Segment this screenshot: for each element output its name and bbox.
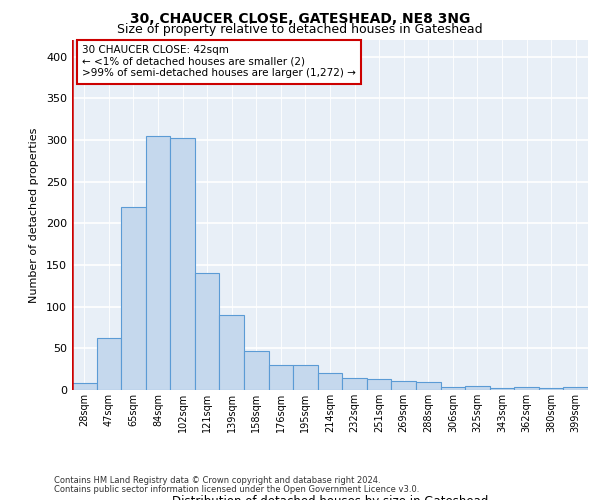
Bar	[146, 136, 170, 390]
Bar	[539, 388, 563, 390]
Bar	[170, 138, 195, 390]
Bar	[514, 386, 539, 390]
Bar	[440, 386, 465, 390]
Bar	[490, 388, 514, 390]
Bar	[244, 351, 269, 390]
Bar	[342, 378, 367, 390]
Bar	[293, 365, 318, 390]
Bar	[318, 374, 342, 390]
Bar	[269, 365, 293, 390]
Bar	[563, 386, 588, 390]
Bar	[367, 379, 391, 390]
Text: 30, CHAUCER CLOSE, GATESHEAD, NE8 3NG: 30, CHAUCER CLOSE, GATESHEAD, NE8 3NG	[130, 12, 470, 26]
Bar	[72, 384, 97, 390]
Bar	[416, 382, 440, 390]
Text: Contains HM Land Registry data © Crown copyright and database right 2024.: Contains HM Land Registry data © Crown c…	[54, 476, 380, 485]
Text: Size of property relative to detached houses in Gateshead: Size of property relative to detached ho…	[117, 22, 483, 36]
Bar	[195, 274, 220, 390]
Text: Contains public sector information licensed under the Open Government Licence v3: Contains public sector information licen…	[54, 484, 419, 494]
Y-axis label: Number of detached properties: Number of detached properties	[29, 128, 39, 302]
X-axis label: Distribution of detached houses by size in Gateshead: Distribution of detached houses by size …	[172, 494, 488, 500]
Bar	[97, 338, 121, 390]
Bar	[465, 386, 490, 390]
Text: 30 CHAUCER CLOSE: 42sqm
← <1% of detached houses are smaller (2)
>99% of semi-de: 30 CHAUCER CLOSE: 42sqm ← <1% of detache…	[82, 46, 356, 78]
Bar	[220, 315, 244, 390]
Bar	[121, 206, 146, 390]
Bar	[391, 381, 416, 390]
